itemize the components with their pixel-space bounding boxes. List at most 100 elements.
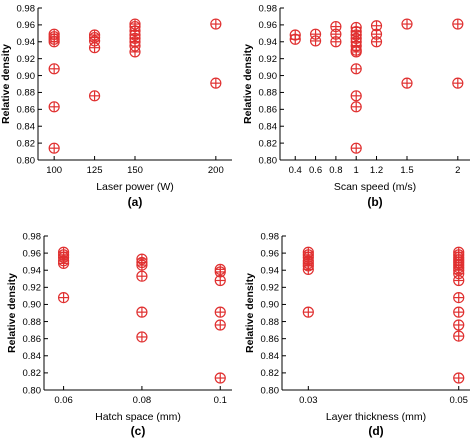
y-tick-label: 0.86 bbox=[259, 105, 278, 116]
x-tick-label: 100 bbox=[46, 165, 62, 176]
data-point bbox=[136, 259, 148, 271]
data-point bbox=[350, 101, 362, 113]
y-tick-label: 0.98 bbox=[259, 3, 278, 14]
y-axis-label: Relative density bbox=[244, 273, 256, 353]
y-tick-label: 0.88 bbox=[259, 88, 278, 99]
data-point bbox=[48, 101, 60, 113]
data-point bbox=[48, 36, 60, 48]
data-point bbox=[48, 63, 60, 75]
data-point bbox=[350, 46, 362, 58]
x-tick-label: 0.06 bbox=[54, 395, 73, 406]
chart-panel-1: 0.80 0.82 0.84 0.86 0.88 0.90 0.92 0.94 0.96 0.98… bbox=[0, 3, 232, 209]
x-axis-label: Layer thickness (mm) bbox=[326, 411, 426, 423]
y-tick-label: 0.86 bbox=[23, 334, 42, 345]
panel-label: (a) bbox=[128, 195, 143, 209]
x-tick-label: 0.4 bbox=[289, 165, 302, 176]
data-point bbox=[401, 18, 413, 30]
y-axis-label: Relative density bbox=[242, 44, 254, 124]
y-axis-label: Relative density bbox=[0, 44, 12, 124]
x-tick-label: 1.2 bbox=[370, 165, 383, 176]
data-point bbox=[210, 77, 222, 89]
data-point bbox=[88, 90, 101, 102]
data-point bbox=[302, 263, 314, 275]
y-tick-label: 0.82 bbox=[23, 368, 42, 379]
data-point bbox=[370, 36, 383, 48]
data-point bbox=[214, 274, 226, 287]
y-tick-label: 0.96 bbox=[23, 248, 42, 259]
y-tick-label: 0.94 bbox=[261, 266, 280, 277]
x-tick-label: 125 bbox=[87, 165, 103, 176]
data-point bbox=[289, 33, 301, 45]
x-tick-label: 2 bbox=[455, 165, 460, 176]
x-tick-label: 0.8 bbox=[329, 165, 342, 176]
data-point bbox=[136, 331, 148, 343]
data-point bbox=[452, 18, 464, 30]
y-tick-label: 0.92 bbox=[23, 283, 42, 294]
data-point bbox=[401, 77, 413, 89]
data-point bbox=[350, 142, 362, 154]
y-tick-label: 0.84 bbox=[17, 122, 36, 133]
x-axis-label: Hatch space (mm) bbox=[95, 411, 181, 423]
y-tick-label: 0.98 bbox=[23, 231, 42, 242]
data-point bbox=[453, 274, 465, 287]
y-tick-label: 0.80 bbox=[23, 385, 42, 396]
y-tick-label: 0.80 bbox=[17, 155, 36, 166]
x-tick-label: 0.08 bbox=[133, 395, 152, 406]
data-point bbox=[88, 42, 101, 54]
data-point bbox=[136, 306, 148, 318]
data-point bbox=[453, 306, 465, 318]
x-tick-label: 0.05 bbox=[449, 395, 468, 406]
data-point bbox=[214, 319, 226, 331]
data-point bbox=[57, 292, 70, 304]
data-point bbox=[210, 18, 222, 30]
y-tick-label: 0.90 bbox=[261, 300, 280, 311]
data-point bbox=[453, 319, 465, 331]
x-tick-label: 1.5 bbox=[400, 165, 413, 176]
y-tick-label: 0.96 bbox=[261, 248, 280, 259]
y-tick-label: 0.88 bbox=[17, 88, 36, 99]
y-tick-label: 0.88 bbox=[261, 317, 280, 328]
data-point bbox=[214, 372, 226, 384]
data-point bbox=[452, 77, 464, 89]
y-tick-label: 0.94 bbox=[23, 266, 42, 277]
data-point bbox=[350, 90, 362, 102]
data-point bbox=[309, 35, 322, 47]
y-tick-label: 0.90 bbox=[23, 300, 42, 311]
data-point bbox=[453, 330, 465, 342]
y-tick-label: 0.92 bbox=[259, 54, 278, 65]
y-tick-label: 0.96 bbox=[17, 20, 36, 31]
y-tick-label: 0.92 bbox=[261, 283, 280, 294]
y-tick-label: 0.80 bbox=[261, 385, 280, 396]
data-point bbox=[48, 142, 60, 154]
y-tick-label: 0.96 bbox=[259, 20, 278, 31]
y-tick-label: 0.84 bbox=[261, 351, 280, 362]
y-tick-label: 0.98 bbox=[261, 231, 280, 242]
y-tick-label: 0.84 bbox=[23, 351, 42, 362]
y-tick-label: 0.82 bbox=[17, 138, 36, 149]
data-point bbox=[214, 306, 226, 318]
panel-label: (b) bbox=[367, 195, 382, 209]
x-tick-label: 0.03 bbox=[299, 395, 318, 406]
data-point bbox=[350, 63, 362, 75]
y-tick-label: 0.82 bbox=[259, 138, 278, 149]
y-axis-label: Relative density bbox=[6, 273, 18, 353]
y-tick-label: 0.98 bbox=[17, 3, 36, 14]
y-tick-label: 0.80 bbox=[259, 155, 278, 166]
y-tick-label: 0.94 bbox=[259, 37, 278, 48]
data-point bbox=[136, 270, 148, 282]
chart-panel-4: 0.80 0.82 0.84 0.86 0.88 0.90 0.92 0.94 0.96 0.98… bbox=[244, 231, 470, 438]
y-tick-label: 0.90 bbox=[259, 71, 278, 82]
y-tick-label: 0.82 bbox=[261, 368, 280, 379]
y-tick-label: 0.90 bbox=[17, 71, 36, 82]
panel-label: (d) bbox=[368, 424, 383, 438]
chart-panel-3: 0.80 0.82 0.84 0.86 0.88 0.90 0.92 0.94 0.96 0.98… bbox=[6, 231, 232, 438]
y-tick-label: 0.86 bbox=[17, 105, 36, 116]
x-tick-label: 1 bbox=[354, 165, 359, 176]
x-tick-label: 150 bbox=[127, 165, 143, 176]
chart-panel-2: 0.800.820.840.860.880.900.920.940.960.98… bbox=[242, 3, 470, 209]
data-point bbox=[129, 46, 141, 58]
data-point bbox=[453, 372, 465, 384]
y-tick-label: 0.88 bbox=[23, 317, 42, 328]
x-axis-label: Scan speed (m/s) bbox=[334, 181, 416, 193]
data-point bbox=[302, 306, 314, 318]
